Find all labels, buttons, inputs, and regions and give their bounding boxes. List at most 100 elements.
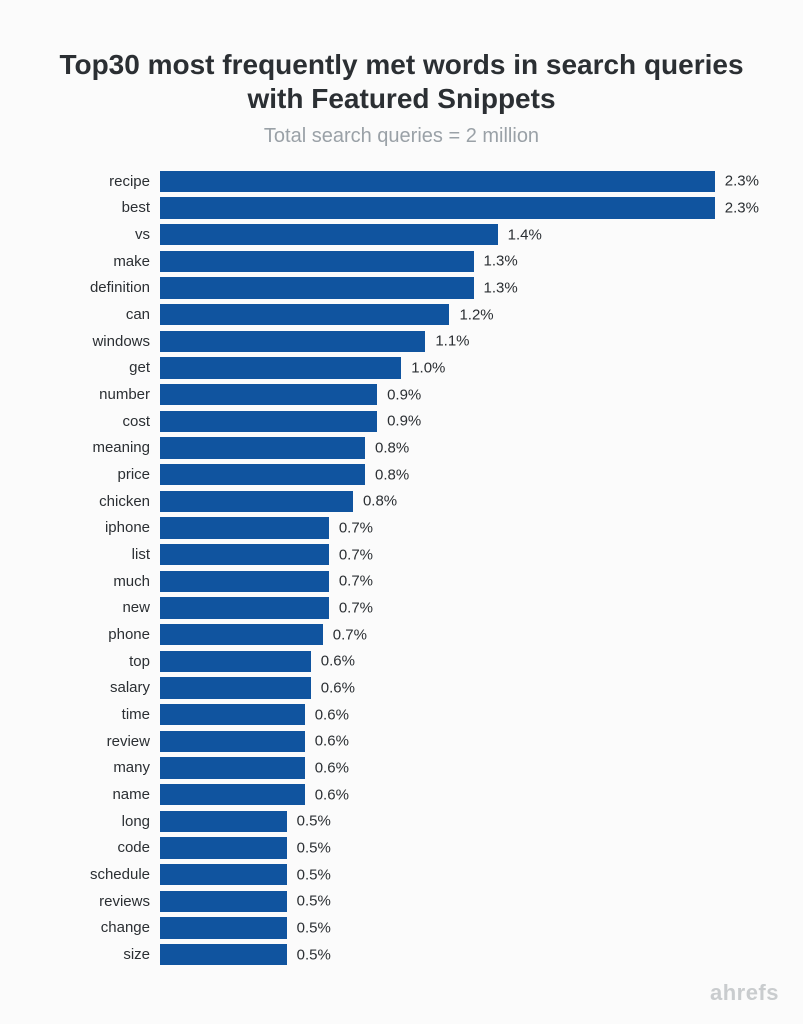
value-label: 0.5% [287, 893, 331, 910]
bar-track: 0.7% [160, 568, 763, 595]
bar-track: 1.3% [160, 248, 763, 275]
bar-track: 0.6% [160, 781, 763, 808]
bar-row: cost 0.9% [40, 408, 763, 435]
value-label: 0.8% [365, 466, 409, 483]
category-label: name [40, 786, 160, 803]
bar-row: new0.7% [40, 595, 763, 622]
bar-track: 0.7% [160, 541, 763, 568]
bar-track: 0.6% [160, 728, 763, 755]
category-label: change [40, 919, 160, 936]
bar-track: 0.7% [160, 515, 763, 542]
bar [160, 357, 401, 378]
category-label: windows [40, 333, 160, 350]
value-label: 1.3% [474, 253, 518, 270]
chart-container: Top30 most frequently met words in searc… [0, 0, 803, 1024]
bar-track: 0.9% [160, 381, 763, 408]
bar [160, 917, 287, 938]
bar [160, 864, 287, 885]
bar-row: vs1.4% [40, 221, 763, 248]
value-label: 1.4% [498, 226, 542, 243]
bar-row: salary0.6% [40, 675, 763, 702]
bar-row: definition 1.3% [40, 275, 763, 302]
bar-track: 1.4% [160, 221, 763, 248]
bar-row: make 1.3% [40, 248, 763, 275]
bar [160, 731, 305, 752]
bar-area: recipe2.3%best2.3%vs1.4%make1.3%definiti… [40, 168, 763, 968]
bar-row: time0.6% [40, 701, 763, 728]
bar-track: 0.7% [160, 595, 763, 622]
value-label: 0.5% [287, 866, 331, 883]
bar-row: name 0.6% [40, 781, 763, 808]
category-label: definition [40, 279, 160, 296]
bar-track: 2.3% [160, 168, 763, 195]
bar-row: windows1.1% [40, 328, 763, 355]
bar-track: 0.6% [160, 701, 763, 728]
bar [160, 597, 329, 618]
bar-row: number0.9% [40, 381, 763, 408]
bar [160, 517, 329, 538]
value-label: 0.9% [377, 413, 421, 430]
category-label: cost [40, 413, 160, 430]
category-label: salary [40, 679, 160, 696]
bar-track: 0.5% [160, 835, 763, 862]
bar [160, 544, 329, 565]
bar-row: price0.8% [40, 461, 763, 488]
bar [160, 677, 311, 698]
bar-track: 1.1% [160, 328, 763, 355]
value-label: 0.6% [305, 759, 349, 776]
category-label: much [40, 573, 160, 590]
bar [160, 277, 474, 298]
brand-watermark: ahrefs [710, 980, 779, 1006]
bar-track: 0.6% [160, 648, 763, 675]
bar [160, 891, 287, 912]
bar-row: list0.7% [40, 541, 763, 568]
bar-track: 0.8% [160, 435, 763, 462]
bar-row: iphone0.7% [40, 515, 763, 542]
bar-row: reviews 0.5% [40, 888, 763, 915]
value-label: 0.9% [377, 386, 421, 403]
category-label: best [40, 199, 160, 216]
chart-title: Top30 most frequently met words in searc… [40, 48, 763, 115]
category-label: top [40, 653, 160, 670]
bar [160, 384, 377, 405]
bar [160, 811, 287, 832]
bar-row: meaning 0.8% [40, 435, 763, 462]
bar-row: much 0.7% [40, 568, 763, 595]
value-label: 1.3% [474, 279, 518, 296]
bar-track: 0.6% [160, 675, 763, 702]
category-label: many [40, 759, 160, 776]
bar [160, 757, 305, 778]
bar [160, 464, 365, 485]
bar [160, 251, 474, 272]
category-label: recipe [40, 173, 160, 190]
value-label: 1.2% [449, 306, 493, 323]
category-label: phone [40, 626, 160, 643]
bar [160, 784, 305, 805]
bar-row: schedule 0.5% [40, 861, 763, 888]
category-label: get [40, 359, 160, 376]
category-label: schedule [40, 866, 160, 883]
value-label: 0.7% [329, 573, 373, 590]
category-label: make [40, 253, 160, 270]
chart-subtitle: Total search queries = 2 million [40, 125, 763, 148]
value-label: 0.5% [287, 813, 331, 830]
bar-row: long0.5% [40, 808, 763, 835]
category-label: reviews [40, 893, 160, 910]
category-label: code [40, 839, 160, 856]
bar [160, 704, 305, 725]
value-label: 0.6% [305, 786, 349, 803]
value-label: 0.7% [323, 626, 367, 643]
value-label: 0.8% [365, 439, 409, 456]
bar [160, 224, 498, 245]
bar-track: 0.5% [160, 941, 763, 968]
category-label: meaning [40, 439, 160, 456]
bar [160, 411, 377, 432]
bar [160, 624, 323, 645]
bar [160, 944, 287, 965]
bar-track: 0.5% [160, 888, 763, 915]
value-label: 0.6% [305, 706, 349, 723]
bar-row: chicken0.8% [40, 488, 763, 515]
value-label: 0.7% [329, 599, 373, 616]
bar-row: change0.5% [40, 915, 763, 942]
value-label: 1.0% [401, 359, 445, 376]
